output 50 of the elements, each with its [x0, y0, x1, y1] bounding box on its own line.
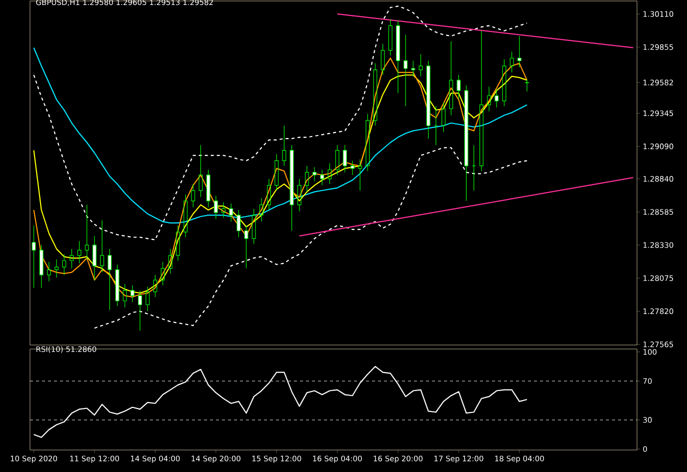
- candlestick: [32, 225, 36, 288]
- candlestick: [77, 240, 82, 264]
- candlestick: [62, 254, 66, 276]
- candlestick: [176, 225, 180, 261]
- candlestick: [373, 63, 378, 126]
- candlestick: [442, 102, 446, 132]
- candlestick: [100, 220, 104, 273]
- candlestick: [304, 166, 309, 192]
- candlestick: [222, 202, 226, 218]
- candlestick: [525, 79, 529, 92]
- candlestick: [84, 204, 89, 260]
- candlestick: [449, 40, 454, 116]
- candlestick: [335, 144, 340, 176]
- candlestick: [160, 262, 165, 286]
- candlestick: [487, 86, 492, 112]
- candlestick: [70, 248, 74, 269]
- candlestick: [229, 203, 234, 222]
- candlestick: [380, 44, 385, 76]
- candlestick: [267, 178, 271, 210]
- candlestick: [510, 51, 514, 73]
- candlestick: [282, 125, 286, 166]
- candlestick: [358, 159, 362, 191]
- candlestick: [434, 106, 438, 146]
- candlestick: [366, 114, 370, 172]
- candlestick: [252, 208, 256, 244]
- candlestick: [479, 30, 484, 172]
- candlestick: [312, 166, 316, 182]
- candlestick: [198, 144, 203, 198]
- candlestick: [297, 178, 302, 212]
- candlestick: [92, 236, 96, 280]
- candlestick: [122, 284, 127, 308]
- candlestick: [388, 18, 392, 56]
- candlestick: [191, 184, 196, 208]
- candlestick: [168, 248, 172, 274]
- candlestick: [404, 34, 408, 106]
- candlestick: [130, 284, 134, 302]
- candlestick: [274, 154, 279, 191]
- candlestick: [502, 59, 506, 106]
- candlestick: [350, 160, 354, 176]
- candlestick: [54, 259, 59, 278]
- candlestick: [328, 162, 332, 184]
- candlestick: [47, 262, 51, 282]
- candlestick: [146, 286, 150, 312]
- candlestick: [396, 20, 400, 94]
- candlestick: [259, 198, 264, 222]
- candlestick: [418, 54, 423, 77]
- line-series: [33, 366, 528, 438]
- candlestick: [153, 274, 158, 298]
- candlestick: [472, 144, 476, 191]
- candlestick: [184, 194, 188, 238]
